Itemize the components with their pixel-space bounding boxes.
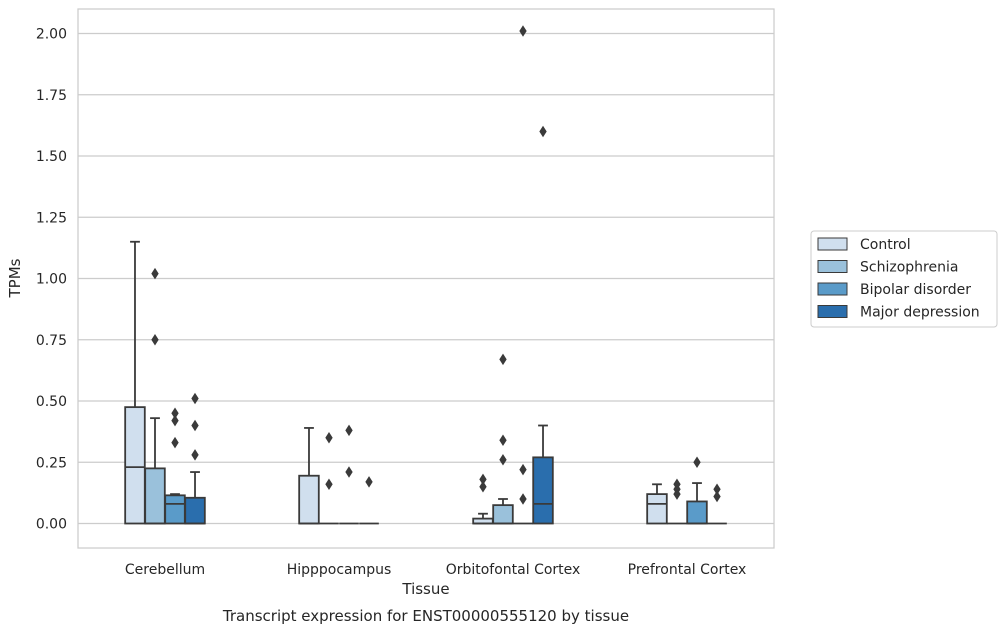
gridlines: [78, 32, 774, 525]
box-group: [492, 353, 514, 525]
legend-label: Control: [860, 237, 911, 253]
outlier-point: [171, 414, 179, 427]
box-body: [184, 496, 206, 525]
outlier-point: [713, 490, 721, 503]
outlier-point: [151, 267, 159, 280]
legend-label: Bipolar disorder: [860, 282, 971, 298]
box-body: [124, 406, 146, 525]
y-tick-label: 1.50: [36, 149, 67, 165]
outlier-point: [191, 392, 199, 405]
box-body: [298, 474, 320, 525]
outlier-point: [499, 353, 507, 366]
y-tick-label: 2.00: [36, 27, 67, 43]
box-group: [667, 478, 687, 525]
x-tick-labels: Cerebellum Hipppocampus Orbitofontal Corte…: [125, 562, 746, 578]
box-body: [164, 494, 186, 525]
outlier-point: [191, 419, 199, 432]
outlier-point: [365, 476, 373, 488]
y-tick-label: 1.00: [36, 272, 67, 288]
outlier-point: [519, 25, 527, 37]
y-tick-label: 0.75: [36, 333, 67, 349]
legend-swatch: [817, 237, 848, 251]
x-tick-label: Cerebellum: [125, 562, 205, 578]
box-group: [298, 427, 320, 525]
outlier-point: [499, 454, 507, 466]
legend-label: Major depression: [860, 305, 980, 321]
box-group: [184, 392, 206, 525]
box-body: [646, 493, 668, 525]
outlier-point: [191, 449, 199, 461]
y-tick-label: 0.25: [36, 455, 67, 471]
outlier-point: [713, 483, 721, 495]
box-group: [359, 476, 379, 525]
x-axis-title: Tissue: [401, 580, 449, 598]
boxes: [124, 25, 727, 525]
box-body: [492, 504, 514, 525]
box-group: [124, 240, 146, 525]
x-tick-label: Hipppocampus: [287, 562, 392, 578]
box-group: [707, 483, 727, 525]
x-tick-label: Prefrontal Cortex: [628, 562, 747, 578]
outlier-point: [325, 478, 333, 491]
legend: Control Schizophrenia Bipolar disorder Majo…: [810, 230, 998, 328]
outlier-point: [171, 436, 179, 449]
legend-swatch: [817, 305, 848, 318]
y-tick-label: 1.75: [36, 88, 67, 104]
box-group: [646, 483, 668, 525]
y-tick-label: 1.25: [36, 210, 67, 226]
outlier-point: [325, 432, 333, 444]
box-group: [339, 424, 359, 525]
legend-swatch: [817, 282, 848, 296]
y-tick-labels: 0.00 0.25 0.50 0.75 1.00 1.25 1.50 1.75 2.00: [36, 27, 67, 533]
y-tick-label: 0.50: [36, 394, 67, 410]
outlier-point: [151, 334, 159, 346]
outlier-point: [499, 434, 507, 446]
box-group: [686, 456, 708, 525]
legend-frame: [810, 230, 998, 328]
outlier-point: [171, 407, 179, 419]
outlier-point: [479, 473, 487, 486]
box-group: [513, 25, 533, 525]
outlier-point: [345, 424, 353, 437]
outlier-point: [693, 456, 701, 468]
outlier-point: [673, 478, 681, 491]
y-axis-title: TPMs: [6, 258, 24, 298]
box-group: [532, 125, 554, 525]
outlier-point: [345, 466, 353, 478]
box-group: [164, 407, 186, 525]
outlier-point: [519, 493, 527, 505]
outlier-point: [479, 481, 487, 493]
box-group: [472, 473, 494, 525]
x-tick-label: Orbitofontal Cortex: [446, 562, 581, 578]
box-body: [532, 456, 554, 525]
legend-items: Control Schizophrenia Bipolar disorder Majo…: [817, 237, 980, 321]
box-body: [686, 500, 708, 525]
chart-caption: Transcript expression for ENST0000055512…: [222, 607, 629, 625]
box-group: [319, 432, 339, 525]
outlier-point: [539, 125, 547, 138]
box-body: [144, 467, 166, 525]
legend-label: Schizophrenia: [860, 260, 958, 276]
legend-swatch: [817, 260, 848, 273]
plot-frame: [77, 8, 775, 549]
box-group: [144, 267, 166, 525]
outlier-point: [519, 463, 527, 476]
y-tick-label: 0.00: [36, 517, 67, 533]
